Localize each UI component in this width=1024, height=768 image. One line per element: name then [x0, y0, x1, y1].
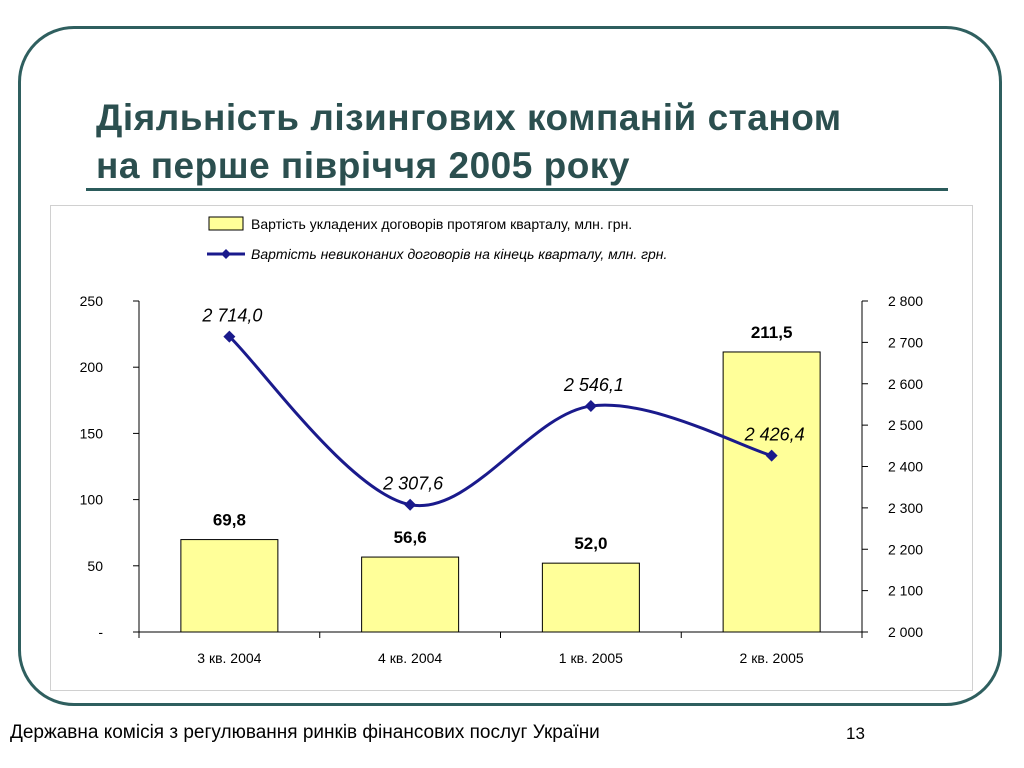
bar: [180, 539, 279, 633]
y-right-tick-label: 2 400: [888, 459, 923, 475]
y-right-tick-label: 2 800: [888, 293, 923, 309]
y-right-tick-label: 2 300: [888, 500, 923, 516]
line-point-marker: [584, 400, 597, 413]
y-right-tick-label: 2 700: [888, 334, 923, 350]
title-line-1: Діяльність лізингових компаній станом: [96, 97, 842, 138]
x-tick-label: 2 кв. 2005: [740, 650, 804, 666]
slide-frame: [18, 26, 1002, 706]
title-underline: [86, 188, 948, 191]
y-right-tick-label: 2 000: [888, 624, 923, 640]
y-left-tick-label: 150: [80, 425, 104, 441]
bar-data-label: 69,8: [213, 511, 246, 530]
y-right-tick-label: 2 100: [888, 583, 923, 599]
y-left-tick-label: 50: [87, 558, 103, 574]
y-right-tick-label: 2 200: [888, 541, 923, 557]
x-tick-label: 1 кв. 2005: [559, 650, 623, 666]
bar: [541, 562, 640, 633]
line-data-label: 2 426,4: [744, 425, 805, 445]
bar: [722, 351, 821, 633]
footer-text: Державна комісія з регулювання ринків фі…: [10, 722, 600, 743]
legend-label-line: Вартість невиконаних договорів на кінець…: [251, 246, 667, 262]
line-point-marker: [404, 498, 417, 511]
bar: [361, 556, 460, 633]
slide-title: Діяльність лізингових компаній станом на…: [96, 94, 956, 190]
y-left-tick-label: -: [98, 624, 103, 640]
x-tick-label: 4 кв. 2004: [378, 650, 442, 666]
bar-data-label: 52,0: [574, 534, 607, 553]
x-tick-label: 3 кв. 2004: [197, 650, 261, 666]
legend-label-bars: Вартість укладених договорів протягом кв…: [251, 216, 632, 232]
y-right-tick-label: 2 500: [888, 417, 923, 433]
bar-data-label: 56,6: [394, 528, 427, 547]
line-data-label: 2 546,1: [563, 375, 624, 395]
y-left-tick-label: 100: [80, 492, 104, 508]
line-data-label: 2 307,6: [382, 474, 444, 494]
line-point-marker: [223, 330, 236, 343]
line-series: [228, 335, 773, 508]
title-line-2: на перше півріччя 2005 року: [96, 145, 630, 186]
legend-marker-diamond: [221, 249, 231, 259]
y-left-tick-label: 200: [80, 359, 104, 375]
line-point-marker: [765, 449, 778, 462]
chart-container: Вартість укладених договорів протягом кв…: [50, 205, 973, 691]
combo-chart: Вартість укладених договорів протягом кв…: [80, 216, 924, 666]
bar-data-label: 211,5: [751, 323, 793, 342]
y-left-tick-label: 250: [80, 293, 104, 309]
line-data-label: 2 714,0: [201, 306, 262, 326]
y-right-tick-label: 2 600: [888, 376, 923, 392]
page-number: 13: [846, 724, 865, 743]
legend-swatch-bars: [208, 216, 244, 231]
